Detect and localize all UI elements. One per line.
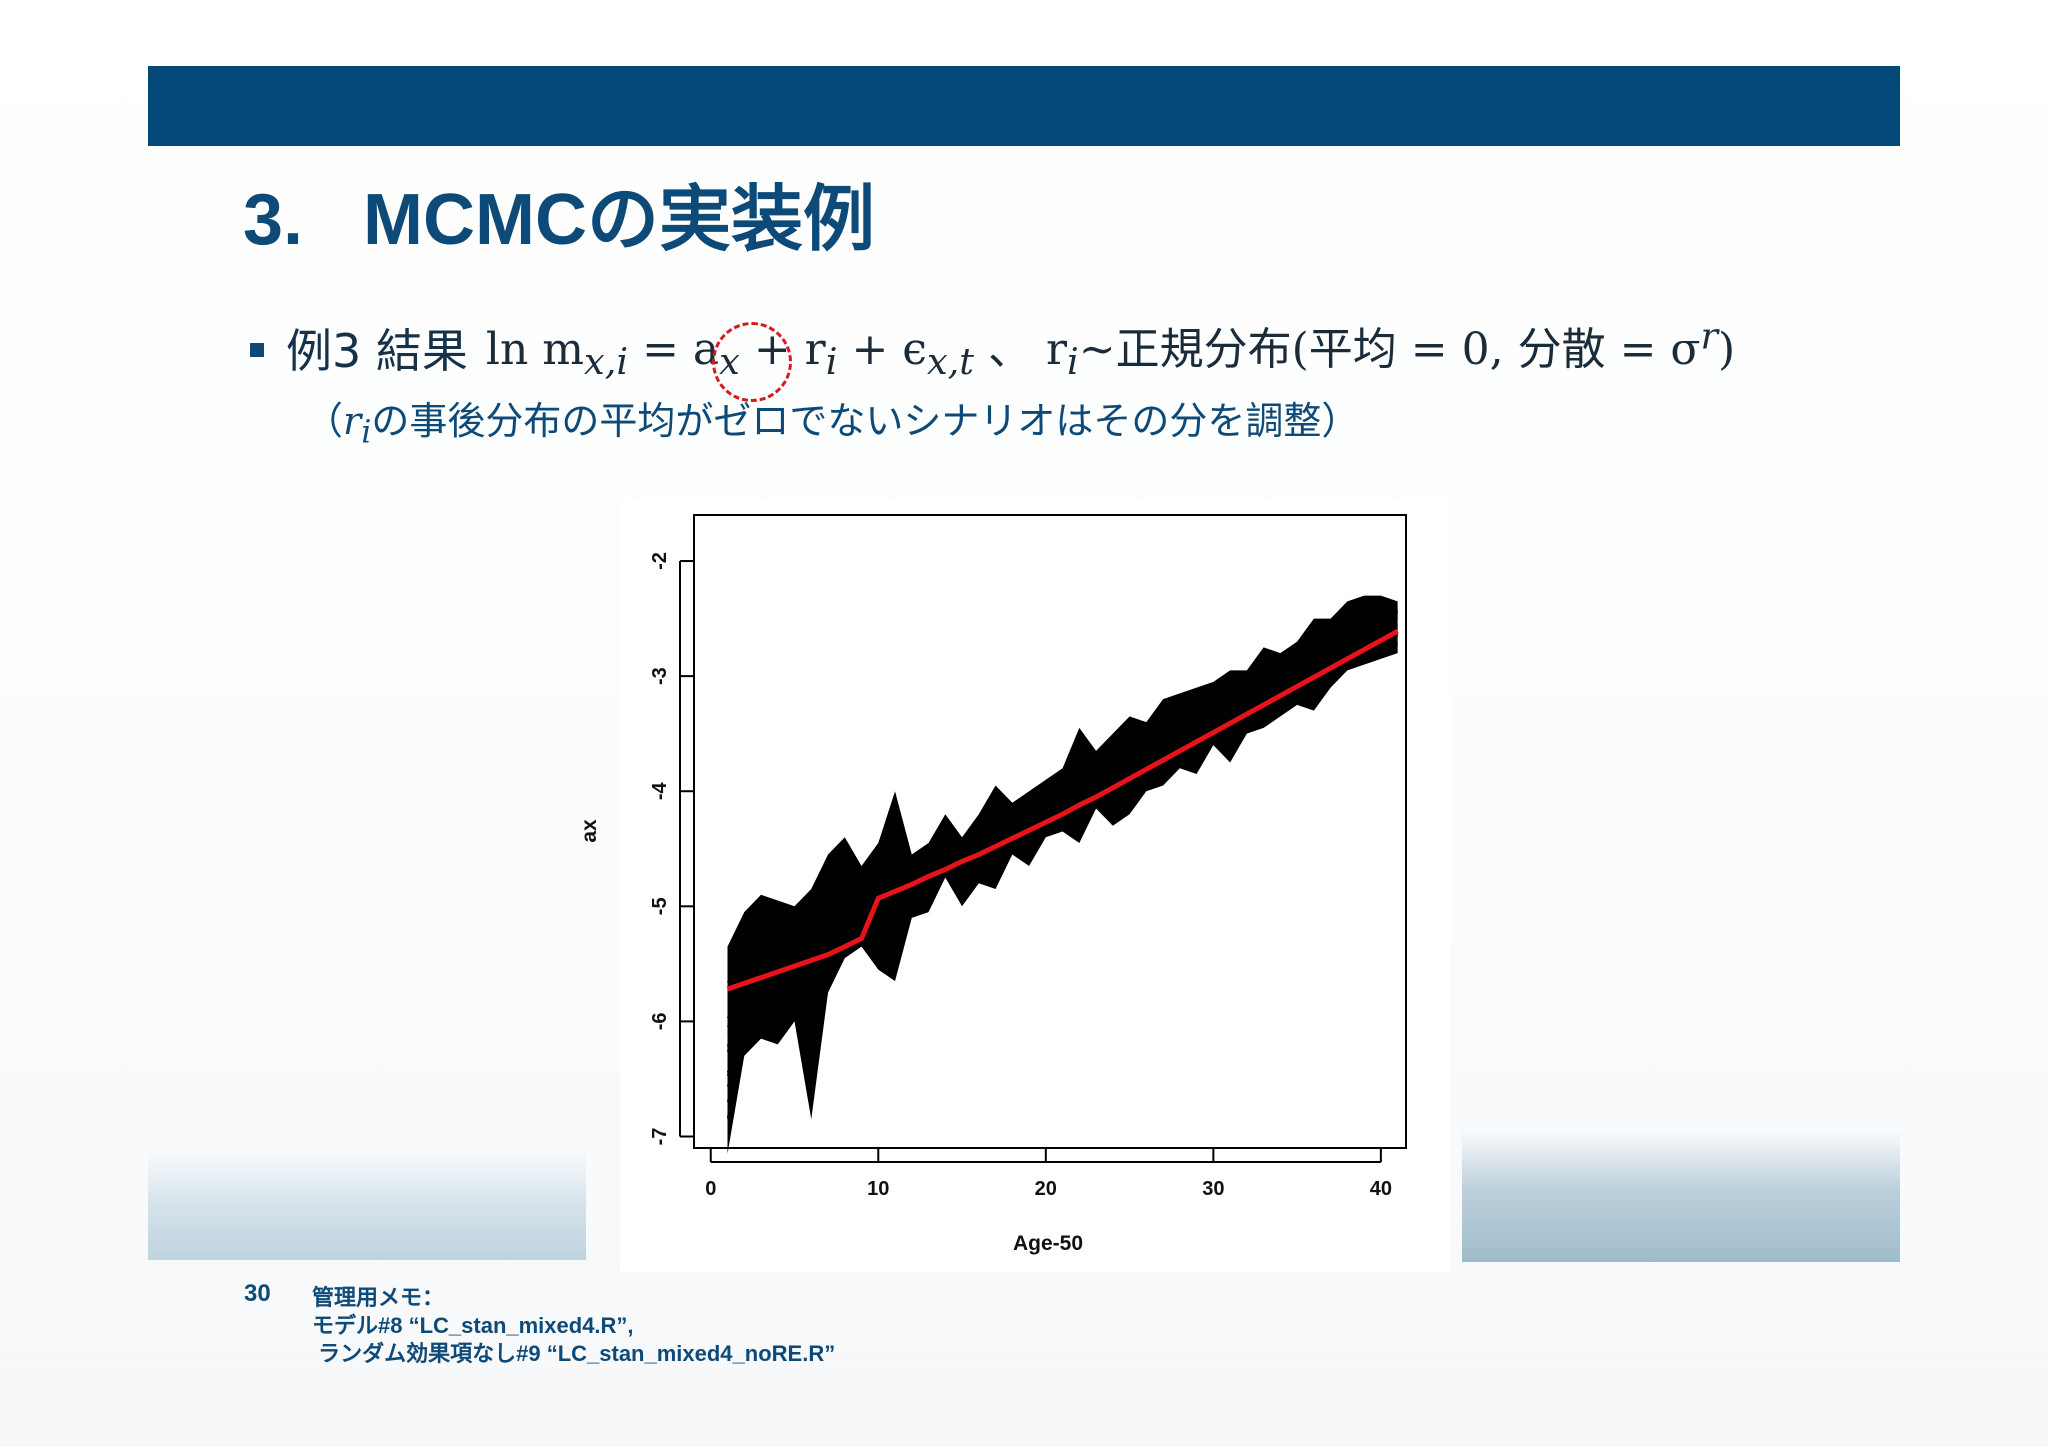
memo-line-1: 管理用メモ： [312,1285,445,1310]
x-tick-label: 40 [1370,1178,1392,1200]
x-tick-label: 30 [1202,1178,1224,1200]
bullet-square-icon [250,343,264,357]
formula-sup: r [1700,314,1718,358]
formula-eps: + ϵ [837,324,927,376]
y-axis-label: ax [578,819,601,843]
y-tick-label: -5 [649,897,671,915]
slide-title: 3. MCMCの実装例 [243,160,875,260]
formula-dist: ~正規分布(平均 = 0, 分散 = σ [1078,324,1701,376]
y-tick-label: -3 [649,667,671,685]
note-var: r [343,399,362,443]
x-tick-label: 10 [867,1178,889,1200]
formula-ri-sub: i [825,339,838,383]
formula-eps-sub: x,t [926,339,974,383]
highlight-circle [712,322,792,402]
note-open: （ [305,399,344,443]
sample-trace [726,616,1399,1102]
sub-note: （riの事後分布の平均がゼロでないシナリオはその分を調整） [305,390,1360,451]
formula-close: ) [1718,324,1736,376]
bullet-label: 例3 結果 [286,324,468,378]
x-tick-label: 0 [705,1178,716,1200]
formula-main: ln m [485,324,585,376]
bullet-item: 例3 結果 ln mx,i = ax + ri + ϵx,t 、 ri~正規分布… [250,314,1736,383]
memo-line-3: ランダム効果項なし#9 “LC_stan_mixed4_noRE.R” [312,1341,836,1366]
x-axis-label: Age-50 [1013,1232,1083,1255]
y-tick-label: -4 [649,781,671,800]
formula-r2-sub: i [1067,339,1079,383]
title-number: 3. [243,180,304,260]
decor-band-right [1462,1130,1900,1262]
mean-line [726,629,1399,992]
sample-trace [726,617,1398,1087]
memo: 管理用メモ： モデル#8 “LC_stan_mixed4.R”, ランダム効果項な… [312,1284,835,1368]
formula-sep: 、 r [974,324,1068,376]
plot-frame [693,514,1407,1149]
header-bar [148,66,1900,146]
title-text: MCMCの実装例 [363,180,875,260]
chart-image-area [620,498,1450,1272]
sample-trace [726,628,1399,1047]
sample-trace [727,612,1398,1034]
formula-rest: = a [628,324,720,376]
page-number: 30 [244,1280,271,1307]
y-tick-label: -2 [649,552,671,570]
samples-band [727,595,1398,1154]
sample-trace [726,606,1399,1119]
x-tick-label: 20 [1035,1178,1057,1200]
formula-sub: x,i [584,339,629,383]
sample-trace [726,631,1398,1038]
memo-line-2: モデル#8 “LC_stan_mixed4.R”, [312,1313,634,1338]
note-var-sub: i [361,414,372,451]
note-text: の事後分布の平均がゼロでないシナリオはその分を調整） [371,399,1360,443]
decor-band-left [148,1150,586,1260]
y-tick-label: -6 [649,1013,671,1031]
y-tick-label: -7 [649,1128,671,1146]
